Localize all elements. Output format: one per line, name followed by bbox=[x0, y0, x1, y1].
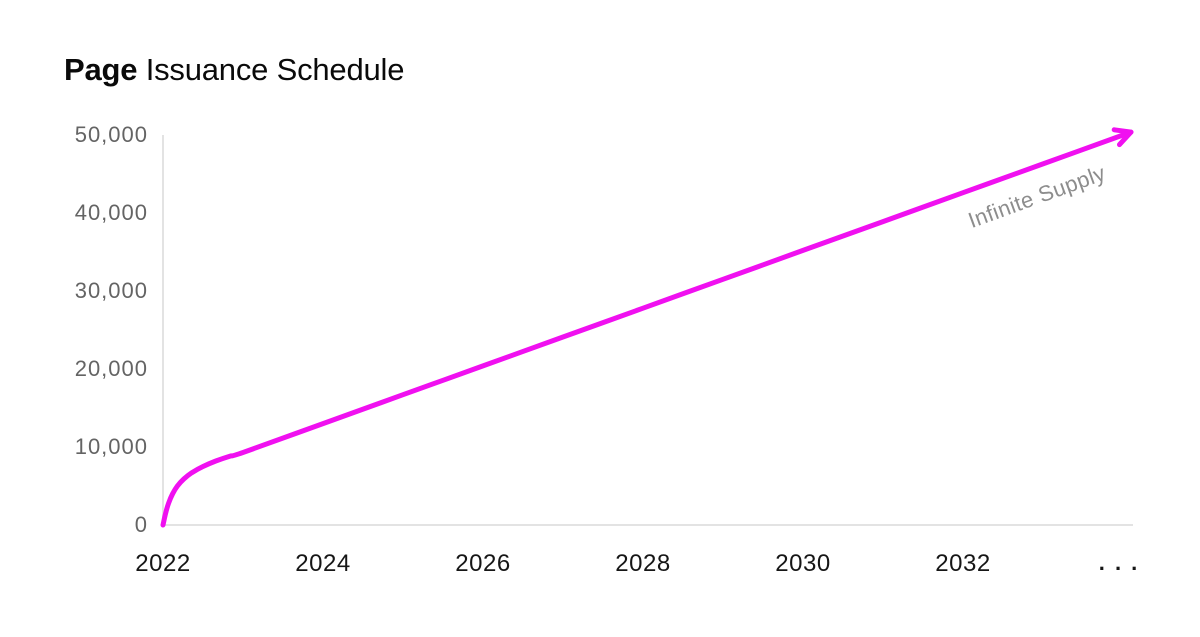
x-tick-label: 2028 bbox=[615, 550, 671, 577]
y-tick-label: 30,000 bbox=[74, 278, 148, 303]
supply-curve bbox=[160, 129, 1134, 528]
title-token-name: Page bbox=[64, 52, 138, 87]
y-tick-label: 40,000 bbox=[74, 200, 148, 225]
x-tick-label: . . . bbox=[1098, 550, 1140, 575]
arrow-head-icon bbox=[1111, 127, 1134, 148]
x-tick-label: 2024 bbox=[295, 550, 351, 577]
y-tick-label: 20,000 bbox=[74, 356, 148, 381]
x-tick-label: 2026 bbox=[455, 550, 511, 577]
y-tick-label: 50,000 bbox=[74, 122, 148, 147]
title-rest: Issuance Schedule bbox=[137, 52, 405, 87]
x-tick-label: 2022 bbox=[135, 550, 191, 577]
y-tick-label: 0 bbox=[134, 512, 148, 537]
x-tick-label: 2032 bbox=[935, 550, 991, 577]
y-tick-label: 10,000 bbox=[74, 434, 148, 459]
x-tick-label: 2030 bbox=[775, 550, 831, 577]
page-title: Page Issuance Schedule bbox=[64, 52, 404, 88]
